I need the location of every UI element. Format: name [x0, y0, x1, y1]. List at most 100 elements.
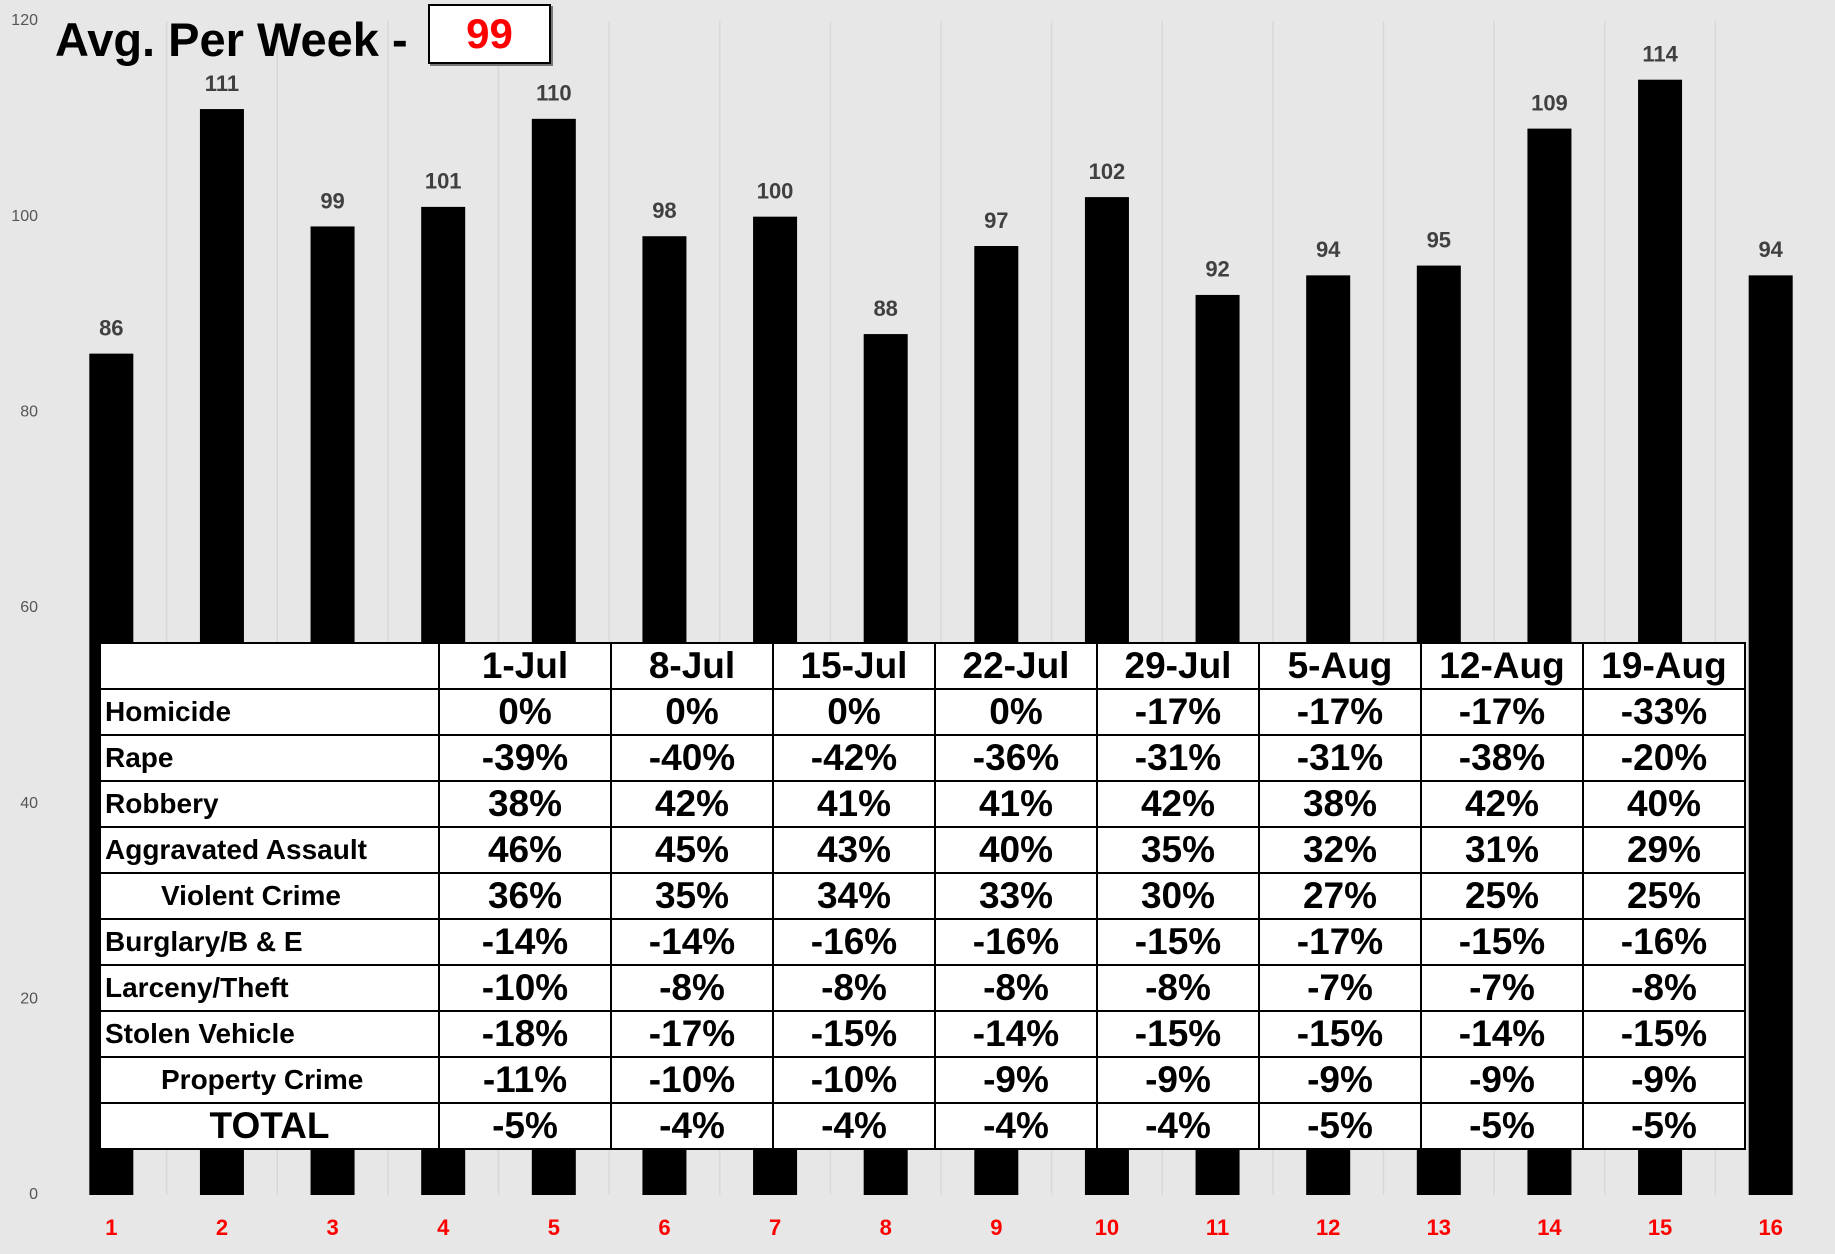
table-cell: -36% — [934, 734, 1098, 782]
row-label: Robbery — [99, 780, 440, 828]
table-cell: 40% — [934, 826, 1098, 874]
table-cell: -10% — [772, 1056, 936, 1104]
table-cell: 0% — [610, 688, 774, 736]
table-cell: 0% — [438, 688, 612, 736]
average-box: 99 — [428, 4, 551, 64]
table-cell: 35% — [610, 872, 774, 920]
y-tick-label: 60 — [20, 599, 38, 616]
row-label: Larceny/Theft — [99, 964, 440, 1012]
data-label: 114 — [1642, 42, 1678, 67]
x-tick-label: 5 — [548, 1215, 560, 1240]
x-tick-label: 12 — [1316, 1215, 1340, 1240]
y-tick-label: 120 — [11, 12, 38, 29]
column-header: 8-Jul — [610, 642, 774, 690]
data-label: 97 — [984, 208, 1008, 233]
data-label: 100 — [757, 178, 794, 203]
table-row: Larceny/Theft -10% -8% -8% -8% -8% -7% -7% -8% — [99, 964, 1746, 1012]
table-cell: -15% — [1096, 1010, 1260, 1058]
table-cell: 34% — [772, 872, 936, 920]
table-cell: 0% — [772, 688, 936, 736]
x-tick-label: 7 — [769, 1215, 781, 1240]
table-cell: -4% — [934, 1102, 1098, 1150]
x-tick-label: 13 — [1427, 1215, 1451, 1240]
table-cell: 38% — [1258, 780, 1422, 828]
column-header: 29-Jul — [1096, 642, 1260, 690]
table-cell: 43% — [772, 826, 936, 874]
table-cell: -42% — [772, 734, 936, 782]
data-label: 101 — [425, 169, 462, 194]
table-cell: -14% — [438, 918, 612, 966]
row-label: Burglary/B & E — [99, 918, 440, 966]
x-tick-label: 4 — [437, 1215, 450, 1240]
bar — [1748, 275, 1793, 1195]
table-cell: -39% — [438, 734, 612, 782]
data-label: 99 — [320, 188, 344, 213]
column-header: 15-Jul — [772, 642, 936, 690]
header-row: 1-Jul 8-Jul 15-Jul 22-Jul 29-Jul 5-Aug 12-Aug 1… — [99, 642, 1746, 690]
table-cell: -8% — [1582, 964, 1746, 1012]
table-cell: 42% — [1420, 780, 1584, 828]
table-cell: 35% — [1096, 826, 1260, 874]
table-cell: 29% — [1582, 826, 1746, 874]
table-row: Property Crime -11% -10% -10% -9% -9% -9% -9% -9… — [99, 1056, 1746, 1104]
data-label: 94 — [1316, 237, 1341, 262]
table-cell: -17% — [610, 1010, 774, 1058]
table-row: Rape -39% -40% -42% -36% -31% -31% -38% -20% — [99, 734, 1746, 782]
x-tick-label: 9 — [990, 1215, 1002, 1240]
table-cell: -20% — [1582, 734, 1746, 782]
chart-title: Avg. Per Week - — [55, 13, 408, 66]
row-label: Homicide — [99, 688, 440, 736]
x-tick-label: 10 — [1095, 1215, 1119, 1240]
data-label: 86 — [99, 315, 123, 340]
table-row: Stolen Vehicle -18% -17% -15% -14% -15% -15% -1… — [99, 1010, 1746, 1058]
x-tick-label: 16 — [1758, 1215, 1782, 1240]
y-tick-label: 20 — [20, 991, 38, 1008]
table-cell: -16% — [772, 918, 936, 966]
x-tick-label: 14 — [1537, 1215, 1562, 1240]
table-cell: -16% — [1582, 918, 1746, 966]
table-cell: -10% — [610, 1056, 774, 1104]
table-cell: -38% — [1420, 734, 1584, 782]
table-cell: 42% — [610, 780, 774, 828]
table-cell: -7% — [1420, 964, 1584, 1012]
table-cell: -9% — [1420, 1056, 1584, 1104]
column-header: 12-Aug — [1420, 642, 1584, 690]
table-cell: -15% — [1258, 1010, 1422, 1058]
table-cell: -11% — [438, 1056, 612, 1104]
table-cell: -14% — [1420, 1010, 1584, 1058]
data-label: 94 — [1758, 237, 1783, 262]
data-label: 102 — [1089, 159, 1126, 184]
table-cell: -14% — [934, 1010, 1098, 1058]
table-cell: 46% — [438, 826, 612, 874]
x-tick-label: 1 — [105, 1215, 117, 1240]
data-label: 110 — [536, 81, 572, 106]
table-cell: 25% — [1420, 872, 1584, 920]
table-cell: -17% — [1420, 688, 1584, 736]
table-cell: 27% — [1258, 872, 1422, 920]
row-label: TOTAL — [99, 1102, 440, 1150]
table-cell: 32% — [1258, 826, 1422, 874]
table-cell: 30% — [1096, 872, 1260, 920]
table-cell: 38% — [438, 780, 612, 828]
table-cell: 42% — [1096, 780, 1260, 828]
table-cell: -31% — [1096, 734, 1260, 782]
table-row: Homicide 0% 0% 0% 0% -17% -17% -17% -33% — [99, 688, 1746, 736]
table-cell: -15% — [1096, 918, 1260, 966]
row-label: Rape — [99, 734, 440, 782]
table-cell: 41% — [772, 780, 936, 828]
table-cell: 40% — [1582, 780, 1746, 828]
table-cell: -9% — [1582, 1056, 1746, 1104]
table-row: Burglary/B & E -14% -14% -16% -16% -15% -17% -1… — [99, 918, 1746, 966]
table-cell: -5% — [438, 1102, 612, 1150]
data-label: 88 — [873, 296, 897, 321]
x-tick-label: 2 — [216, 1215, 228, 1240]
y-tick-label: 0 — [29, 1186, 38, 1203]
table-cell: -9% — [1096, 1056, 1260, 1104]
table-cell: -8% — [610, 964, 774, 1012]
table-cell: -15% — [772, 1010, 936, 1058]
y-tick-label: 40 — [20, 795, 38, 812]
table-cell: -17% — [1258, 688, 1422, 736]
table-cell: -4% — [1096, 1102, 1260, 1150]
table-cell: -4% — [772, 1102, 936, 1150]
